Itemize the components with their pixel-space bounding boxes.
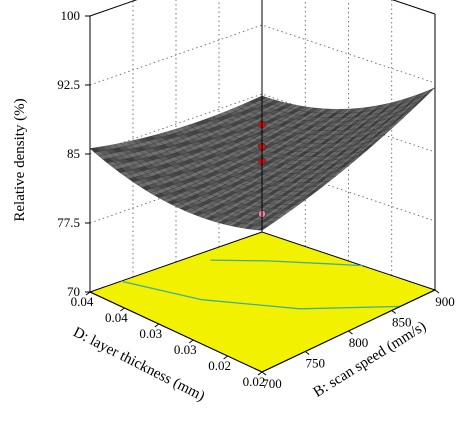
z-tick-label: 77.5 xyxy=(57,215,80,230)
y-tick-label: 800 xyxy=(349,335,369,350)
y-tick-label: 850 xyxy=(392,315,412,330)
z-tick-label: 70 xyxy=(67,284,80,299)
y-tick-label: 900 xyxy=(435,294,455,309)
x-tick-mark xyxy=(154,323,160,328)
x-tick-label: 0.04 xyxy=(105,310,128,325)
x-tick-mark xyxy=(85,291,91,296)
y-tick-label: 700 xyxy=(262,376,282,391)
y-tick-mark xyxy=(434,289,440,294)
response-surface xyxy=(89,87,436,231)
y-tick-mark xyxy=(391,310,397,314)
z-tick-label: 100 xyxy=(61,8,81,23)
contour-line xyxy=(120,280,401,310)
y-tick-mark xyxy=(304,351,310,355)
floor-contours xyxy=(120,259,401,310)
y-tick-labels: 700 750 800 850 900 xyxy=(261,289,455,391)
x-tick-labels: 0.04 0.04 0.03 0.03 0.02 0.02 xyxy=(71,291,266,389)
z-tick-labels: 70 77.5 85 92.5 100 xyxy=(57,8,90,299)
x-tick-mark xyxy=(120,307,125,312)
x-tick-mark xyxy=(223,355,228,360)
frame-edge-top-left xyxy=(89,0,138,17)
y-tick-mark xyxy=(348,330,353,335)
x-tick-mark xyxy=(188,339,194,344)
x-tick-label: 0.03 xyxy=(174,342,197,357)
contour-line xyxy=(210,259,363,267)
x-tick-label: 0.02 xyxy=(243,374,266,389)
z-axis-title: Relative density (%) xyxy=(12,98,28,221)
frame-edge-top-right xyxy=(391,0,436,15)
x-tick-label: 0.02 xyxy=(208,358,231,373)
x-tick-mark xyxy=(257,371,263,376)
z-tick-label: 92.5 xyxy=(57,77,80,92)
y-tick-mark xyxy=(261,371,267,376)
x-tick-label: 0.04 xyxy=(71,294,94,309)
y-tick-label: 750 xyxy=(306,356,326,371)
x-tick-label: 0.03 xyxy=(139,326,162,341)
z-tick-label: 85 xyxy=(67,146,80,161)
frame-edge-front-left xyxy=(89,291,263,373)
